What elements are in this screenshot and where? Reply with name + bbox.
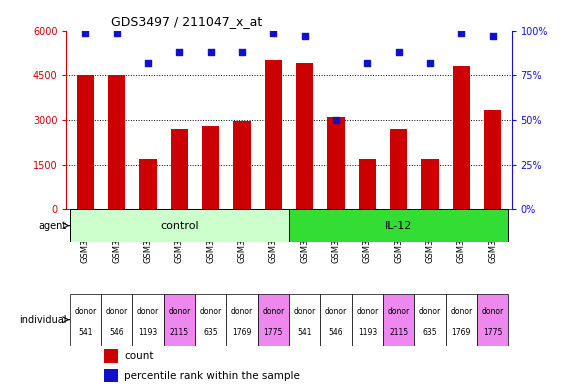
Text: donor: donor: [168, 308, 190, 316]
Text: 1193: 1193: [358, 328, 377, 337]
Bar: [104, 369, 118, 382]
Point: [425, 60, 435, 66]
Text: donor: donor: [231, 308, 253, 316]
Bar: [108, 75, 125, 209]
Text: donor: donor: [199, 308, 222, 316]
Point: [363, 60, 372, 66]
Bar: [477, 294, 509, 346]
Point: [269, 30, 278, 36]
Text: donor: donor: [106, 308, 128, 316]
Bar: [139, 159, 157, 209]
Text: 635: 635: [423, 328, 438, 337]
Bar: [289, 294, 320, 346]
Text: donor: donor: [262, 308, 284, 316]
Text: 546: 546: [109, 328, 124, 337]
Bar: [202, 126, 219, 209]
Bar: [132, 294, 164, 346]
Text: control: control: [160, 220, 199, 231]
Text: 1769: 1769: [232, 328, 251, 337]
Bar: [234, 121, 251, 209]
Bar: [446, 294, 477, 346]
Point: [300, 33, 309, 39]
Bar: [484, 109, 501, 209]
Text: individual: individual: [19, 314, 66, 325]
Bar: [320, 294, 351, 346]
Point: [394, 49, 403, 55]
Bar: [414, 294, 446, 346]
Text: donor: donor: [74, 308, 97, 316]
Bar: [296, 63, 313, 209]
Point: [206, 49, 215, 55]
Text: agent: agent: [38, 220, 66, 231]
Bar: [265, 61, 282, 209]
Text: 1193: 1193: [138, 328, 158, 337]
Bar: [195, 294, 227, 346]
Bar: [101, 294, 132, 346]
Bar: [327, 117, 344, 209]
Bar: [164, 294, 195, 346]
Bar: [359, 159, 376, 209]
Bar: [69, 294, 101, 346]
Point: [488, 33, 497, 39]
Bar: [171, 129, 188, 209]
Text: 546: 546: [329, 328, 343, 337]
Bar: [453, 66, 470, 209]
Text: 1775: 1775: [264, 328, 283, 337]
Text: donor: donor: [450, 308, 472, 316]
Text: donor: donor: [419, 308, 441, 316]
Text: donor: donor: [481, 308, 504, 316]
Bar: [104, 349, 118, 363]
Point: [175, 49, 184, 55]
Text: donor: donor: [356, 308, 379, 316]
Point: [331, 117, 340, 123]
Bar: [258, 294, 289, 346]
Text: donor: donor: [137, 308, 159, 316]
Point: [238, 49, 247, 55]
Text: donor: donor: [294, 308, 316, 316]
Text: IL-12: IL-12: [385, 220, 412, 231]
Point: [112, 30, 121, 36]
Text: 2115: 2115: [170, 328, 189, 337]
Bar: [227, 294, 258, 346]
Bar: [69, 209, 289, 242]
Text: percentile rank within the sample: percentile rank within the sample: [124, 371, 300, 381]
Text: donor: donor: [325, 308, 347, 316]
Bar: [351, 294, 383, 346]
Text: 635: 635: [203, 328, 218, 337]
Text: 1769: 1769: [451, 328, 471, 337]
Text: 2115: 2115: [389, 328, 408, 337]
Bar: [383, 294, 414, 346]
Text: 541: 541: [298, 328, 312, 337]
Text: 1775: 1775: [483, 328, 502, 337]
Text: GDS3497 / 211047_x_at: GDS3497 / 211047_x_at: [111, 15, 262, 28]
Point: [457, 30, 466, 36]
Bar: [289, 209, 509, 242]
Point: [143, 60, 153, 66]
Text: 541: 541: [78, 328, 92, 337]
Bar: [421, 159, 439, 209]
Text: count: count: [124, 351, 154, 361]
Point: [81, 30, 90, 36]
Text: donor: donor: [388, 308, 410, 316]
Bar: [390, 129, 407, 209]
Bar: [77, 75, 94, 209]
